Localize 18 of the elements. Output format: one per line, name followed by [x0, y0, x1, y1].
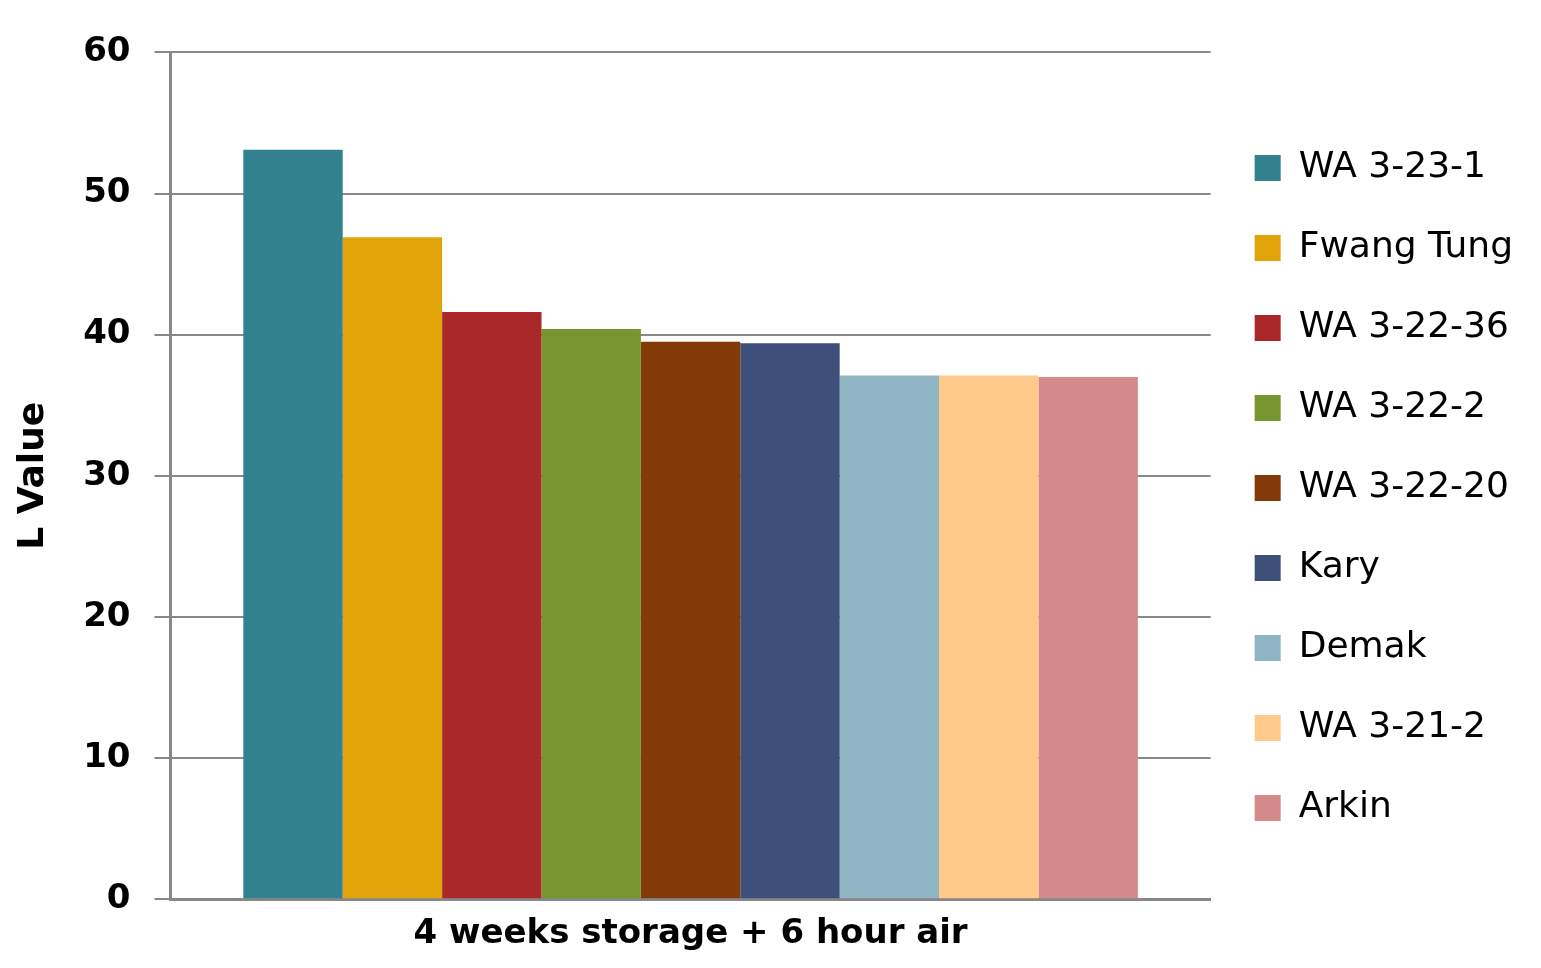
x-tick-label: 4 weeks storage + 6 hour air — [413, 911, 968, 952]
y-tick-label: 0 — [106, 876, 131, 917]
legend-label: WA 3-21-2 — [1298, 704, 1486, 746]
legend-label: WA 3-23-1 — [1298, 144, 1486, 186]
y-axis-title: L Value — [9, 401, 51, 550]
legend-label: WA 3-22-20 — [1298, 464, 1509, 506]
legend-label: Kary — [1298, 544, 1380, 586]
y-tick-label: 50 — [83, 170, 131, 211]
legend-label: Arkin — [1298, 784, 1392, 826]
legend-label: WA 3-22-2 — [1298, 384, 1486, 426]
y-tick-label: 10 — [83, 734, 131, 775]
y-tick-label: 60 — [83, 29, 131, 70]
legend-label: Demak — [1298, 624, 1427, 666]
y-tick-label: 40 — [83, 311, 131, 352]
legend-label: Fwang Tung — [1298, 224, 1514, 266]
legend-label: WA 3-22-36 — [1298, 304, 1509, 346]
y-tick-label: 20 — [83, 593, 131, 634]
y-tick-label: 30 — [83, 452, 131, 493]
